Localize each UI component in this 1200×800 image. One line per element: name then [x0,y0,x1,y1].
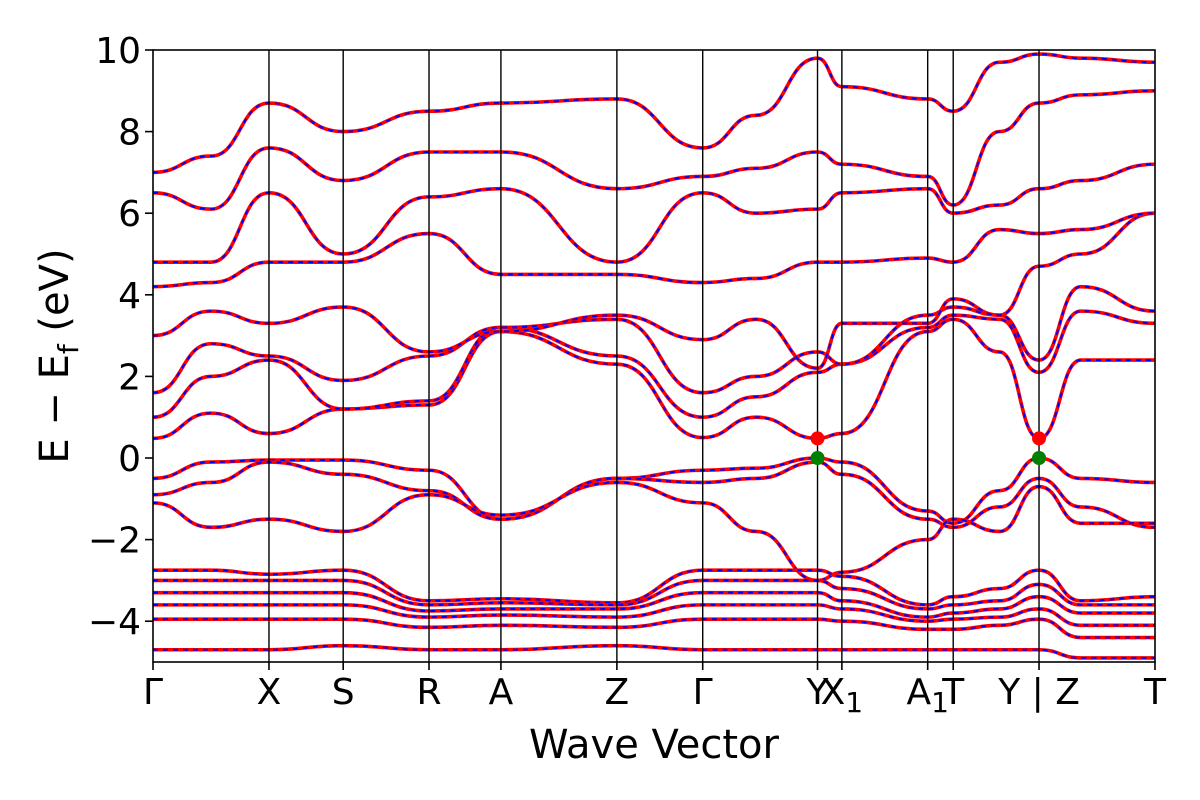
y-axis-label-subscript: f [52,343,85,354]
x-tick-label-3: R [417,672,442,713]
x-tick-label-8: X1 [821,672,864,719]
y-tick-label-6: −2 [88,521,141,562]
band-line-1 [153,460,1155,530]
x-tick-label-0: Γ [143,672,163,713]
band-line-16 [153,643,1155,660]
band-line-dashed-4 [153,310,1155,419]
x-tick-label-6: Γ [693,672,713,713]
cbm-marker-2 [1032,431,1047,446]
y-axis-label-unit: (eV) [32,248,78,344]
x-tick-label-9: A1 [906,672,948,719]
y-tick-label-0: 10 [95,31,141,72]
band-line-dashed-16 [153,644,1155,659]
x-tick-label-11: Y | Z [997,672,1080,713]
band-line-dashed-0 [153,456,1155,525]
band-line-dashed-13 [153,591,1155,619]
y-tick-label-3: 4 [118,276,141,317]
vbm-marker-1 [810,451,825,465]
band-line-dashed-1 [153,461,1155,529]
plot-frame [152,49,1156,663]
x-tick-label-5: Z [605,672,630,713]
band-line-10 [153,52,1155,175]
band-line-9 [153,89,1155,211]
high-symmetry-lines [268,50,1040,662]
x-tick-label-2: S [332,672,355,713]
vbm-marker-3 [1032,451,1047,465]
x-tick-label-8-main: X [821,672,846,713]
band-line-dashed-12 [153,579,1155,610]
x-tick-label-9-subscript: 1 [931,686,949,719]
band-line-7 [153,211,1155,289]
x-tick-label-1: X [257,672,282,713]
band-line-2 [153,480,1155,583]
y-axis-label: E − Ef (eV) [32,248,85,463]
x-tick-label-12: T [1143,672,1167,713]
band-line-dashed-5 [153,285,1155,394]
band-line-8 [153,162,1155,264]
bands-layer [153,52,1155,660]
x-tick-label-9-main: A [906,672,931,713]
x-axis-label: Wave Vector [529,722,780,768]
x-tick-label-7: Y [806,672,830,713]
band-line-dashed-9 [153,89,1155,211]
band-line-dashed-11 [153,569,1155,606]
band-line-dashed-8 [153,163,1155,264]
band-line-dashed-7 [153,212,1155,288]
y-tick-label-5: 0 [118,439,141,480]
y-tick-label-1: 8 [118,113,141,154]
y-axis-label-main: E − E [32,354,78,464]
band-line-dashed-15 [153,618,1155,639]
y-tick-label-2: 6 [118,194,141,235]
band-extrema-markers [810,431,1047,465]
x-tick-label-8-subscript: 1 [845,686,863,719]
band-line-15 [153,617,1155,640]
x-tick-label-4: A [489,672,514,713]
band-line-4 [153,309,1155,420]
y-tick-label-4: 2 [118,357,141,398]
band-line-14 [153,603,1155,628]
y-tick-label-7: −4 [88,602,141,643]
band-line-dashed-6 [153,212,1155,370]
cbm-marker-0 [810,431,825,446]
x-tick-label-10: T [941,672,965,713]
